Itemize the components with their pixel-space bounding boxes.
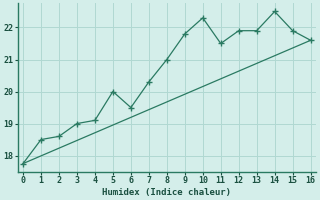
X-axis label: Humidex (Indice chaleur): Humidex (Indice chaleur) <box>102 188 231 197</box>
